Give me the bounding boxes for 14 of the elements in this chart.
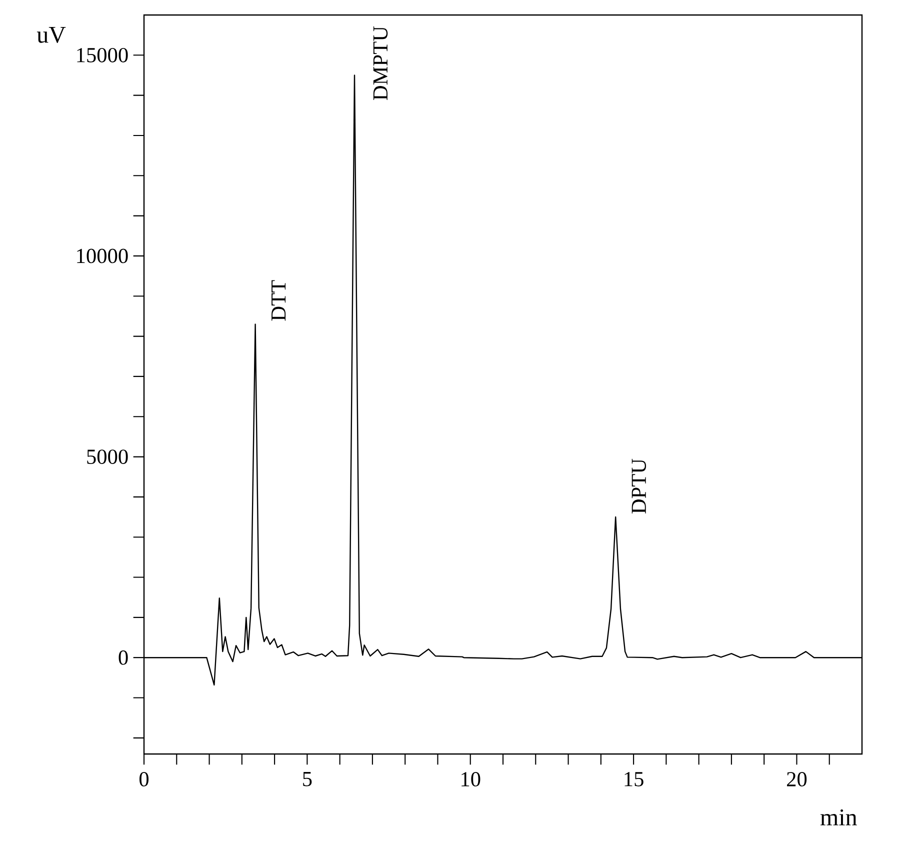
y-axis-title: uV [36, 26, 66, 44]
x-tick-label: 15 [624, 772, 644, 786]
x-tick-label: 5 [303, 772, 312, 786]
y-tick-label: 15000 [77, 48, 128, 62]
x-tick-label: 0 [139, 772, 149, 786]
annotation: DPTU [632, 458, 646, 514]
x-tick-label: 20 [787, 772, 807, 786]
annotation: DTT [272, 280, 286, 321]
annotation: DMPTU [373, 26, 388, 100]
y-tick-label: 10000 [77, 248, 128, 264]
x-tick-label: 10 [462, 772, 480, 786]
x-axis-title: min [820, 809, 857, 826]
y-tick-label: 0 [118, 650, 128, 665]
y-tick-label: 5000 [87, 450, 128, 464]
